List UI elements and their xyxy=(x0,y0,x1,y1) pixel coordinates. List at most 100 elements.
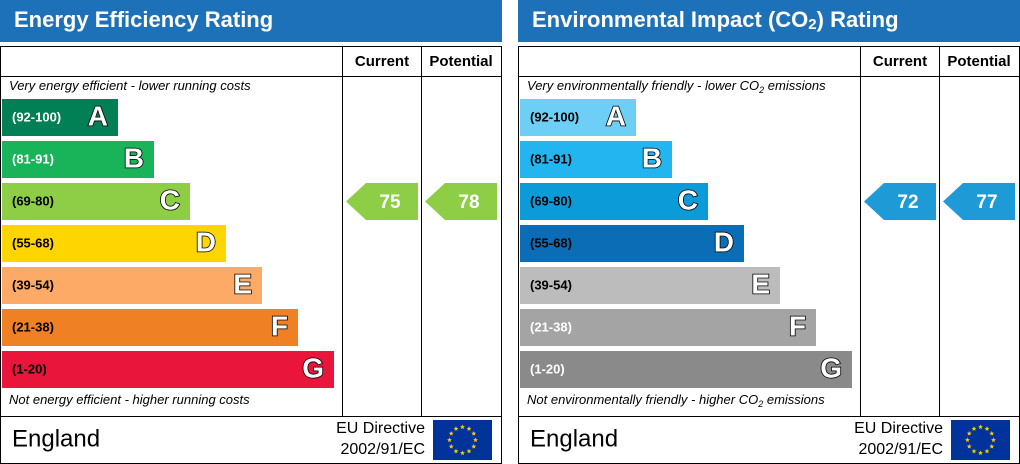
top-note-part: Very energy efficient - lower running co… xyxy=(9,78,251,93)
panel-title-part: Energy Efficiency Rating xyxy=(14,7,273,32)
eu-star xyxy=(984,426,990,431)
band-letter: F xyxy=(789,310,806,341)
eu-star xyxy=(989,443,995,449)
bottom-note-part: Not environmentally friendly - higher CO xyxy=(527,392,758,407)
band-range: (55-68) xyxy=(12,235,54,250)
band-range: (21-38) xyxy=(530,319,572,334)
band-range: (92-100) xyxy=(530,109,579,124)
column-header: Current xyxy=(873,53,927,70)
panel-title-part: 2 xyxy=(808,16,816,33)
eu-star xyxy=(466,426,472,431)
band-range: (39-54) xyxy=(530,277,572,292)
rating-value: 72 xyxy=(897,192,918,213)
band xyxy=(2,267,262,304)
directive: EU Directive xyxy=(854,420,943,437)
directive: 2002/91/EC xyxy=(858,441,943,458)
rating-arrow xyxy=(943,183,1015,220)
eu-star xyxy=(984,448,990,454)
column-header: Potential xyxy=(947,53,1010,70)
eu-star xyxy=(448,430,454,436)
eu-star xyxy=(989,430,995,436)
band xyxy=(520,309,816,346)
band-letter: B xyxy=(124,142,144,173)
panel-title-part: ) Rating xyxy=(817,7,899,32)
band-range: (69-80) xyxy=(12,193,54,208)
band-letter: D xyxy=(714,226,734,257)
rating-value: 75 xyxy=(379,192,401,213)
country: England xyxy=(12,425,100,452)
top-note: Very energy efficient - lower running co… xyxy=(9,78,251,93)
band xyxy=(520,183,708,220)
column-header: Potential xyxy=(429,53,492,70)
top-note: Very environmentally friendly - lower CO… xyxy=(527,78,826,95)
eu-star xyxy=(460,424,465,430)
band-letter: E xyxy=(751,268,770,299)
title-bar xyxy=(0,0,502,42)
eu-star xyxy=(966,443,972,449)
band-range: (1-20) xyxy=(12,361,47,376)
top-note-part: emissions xyxy=(764,78,826,93)
rating-arrow xyxy=(346,183,418,220)
eu-star xyxy=(471,430,477,436)
band-letter: A xyxy=(88,100,108,131)
band-range: (21-38) xyxy=(12,319,54,334)
band-letter: G xyxy=(820,352,842,383)
band xyxy=(2,183,190,220)
band-range: (81-91) xyxy=(530,151,572,166)
band-range: (81-91) xyxy=(12,151,54,166)
band xyxy=(520,351,852,388)
band xyxy=(2,351,334,388)
band-letter: E xyxy=(233,268,252,299)
band-range: (69-80) xyxy=(530,193,572,208)
eu-star xyxy=(965,437,970,443)
eu-star xyxy=(473,437,478,443)
rating-arrow xyxy=(425,183,497,220)
band-letter: F xyxy=(271,310,288,341)
eu-star xyxy=(978,450,983,456)
eu-star xyxy=(453,448,459,454)
eu-star xyxy=(447,437,452,443)
band-range: (92-100) xyxy=(12,109,61,124)
eu-star xyxy=(460,450,465,456)
eu-star xyxy=(453,426,459,431)
bottom-note-part: Not energy efficient - higher running co… xyxy=(9,392,250,407)
band-letter: D xyxy=(196,226,216,257)
top-note-part: Very environmentally friendly - lower CO xyxy=(527,78,759,93)
band xyxy=(2,309,298,346)
rating-value: 78 xyxy=(458,192,479,213)
title-bar xyxy=(518,0,1020,42)
directive: EU Directive xyxy=(336,420,425,437)
eu-star xyxy=(978,424,983,430)
eu-star xyxy=(991,437,996,443)
bottom-note-part: emissions xyxy=(763,392,825,407)
band xyxy=(520,267,780,304)
column-header: Current xyxy=(355,53,409,70)
top-note-part: 2 xyxy=(758,85,764,95)
band-letter: C xyxy=(160,184,180,215)
eu-star xyxy=(966,430,972,436)
band-range: (1-20) xyxy=(530,361,565,376)
panel-title-part: Environmental Impact (CO xyxy=(532,7,808,32)
bottom-note-part: 2 xyxy=(757,399,763,409)
directive: 2002/91/EC xyxy=(340,441,425,458)
eu-star xyxy=(448,443,454,449)
bottom-note: Not environmentally friendly - higher CO… xyxy=(527,392,825,409)
band xyxy=(520,141,672,178)
band-letter: G xyxy=(302,352,324,383)
band xyxy=(520,225,744,262)
band xyxy=(2,99,118,136)
band xyxy=(520,99,636,136)
eu-star xyxy=(466,448,472,454)
eu-star xyxy=(971,426,977,431)
band-letter: A xyxy=(606,100,626,131)
band-range: (39-54) xyxy=(12,277,54,292)
panel-title: Energy Efficiency Rating xyxy=(14,7,273,32)
band-letter: B xyxy=(642,142,662,173)
eu-star xyxy=(971,448,977,454)
band-letter: C xyxy=(678,184,698,215)
panel-title: Environmental Impact (CO2) Rating xyxy=(532,7,899,33)
rating-arrow xyxy=(864,183,936,220)
bottom-note: Not energy efficient - higher running co… xyxy=(9,392,250,407)
country: England xyxy=(530,425,618,452)
